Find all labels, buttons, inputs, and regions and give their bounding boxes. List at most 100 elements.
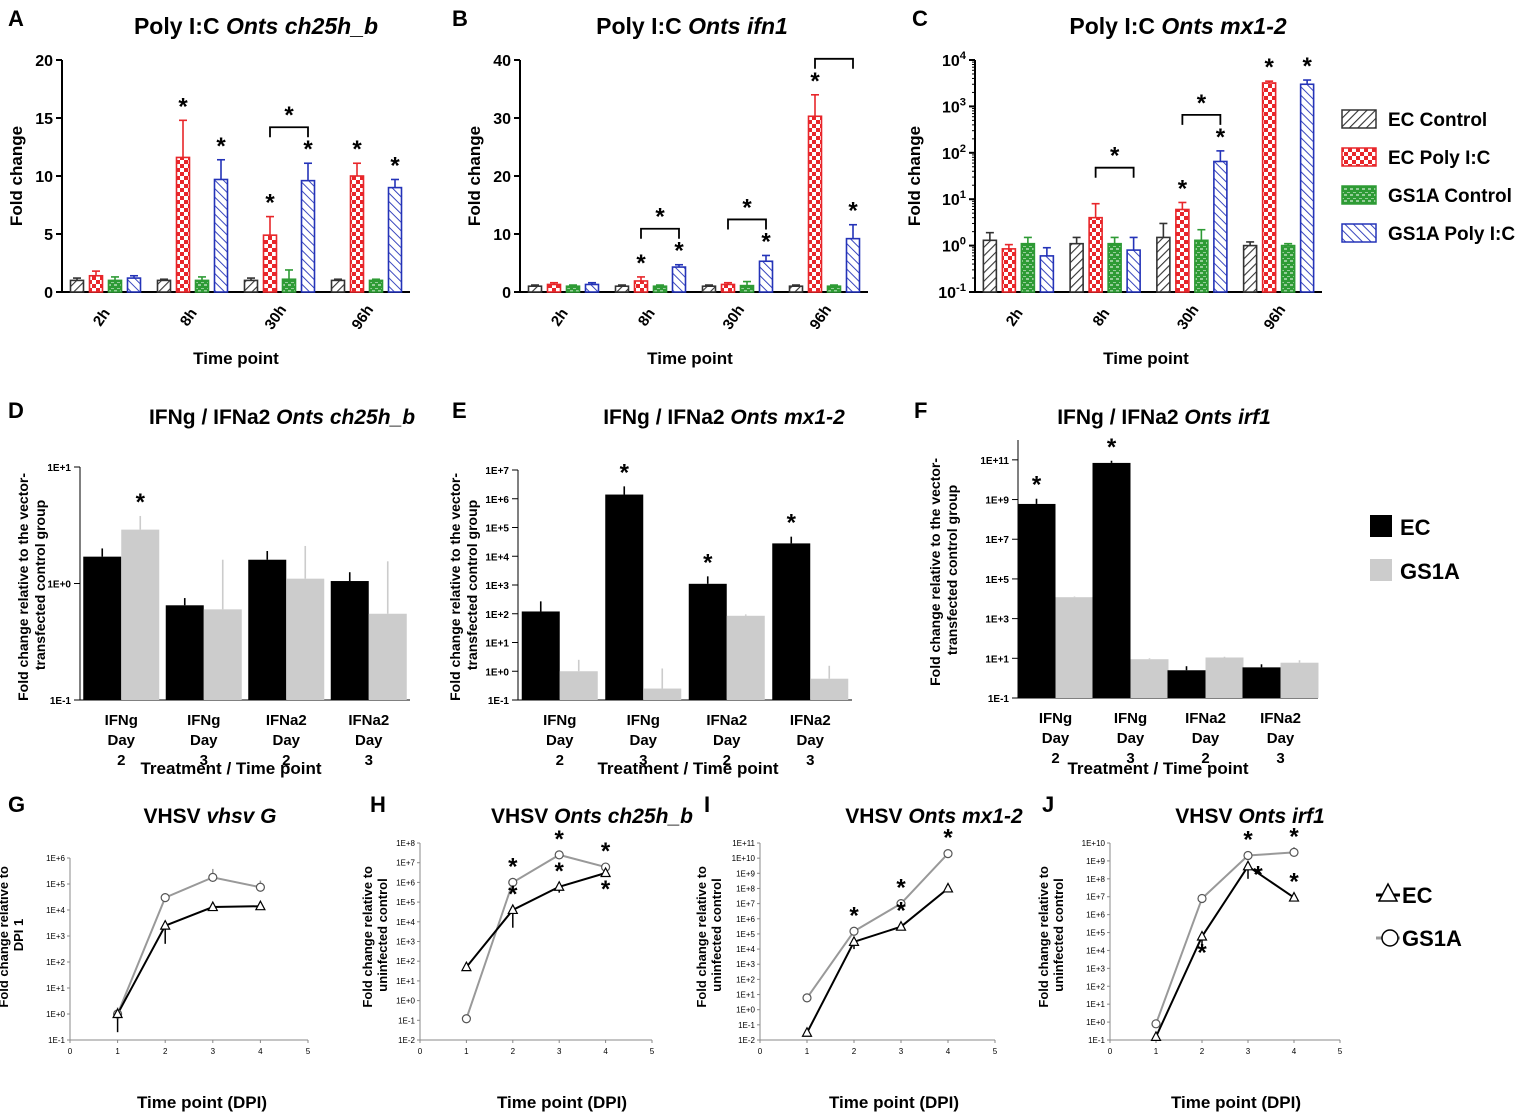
data-point (254, 899, 266, 911)
data-point (1151, 1019, 1161, 1029)
significance-star: * (1197, 940, 1207, 967)
significance-bracket (640, 227, 680, 239)
bar (1213, 160, 1228, 293)
legend-swatch (1370, 559, 1392, 581)
bar (807, 115, 823, 293)
data-point (461, 1014, 471, 1024)
y-axis-label: Fold change relative to the vector- tran… (447, 469, 480, 701)
plot-area: 1E-1 1E+0 1E+1 IFNg Day 2 IFNg Day 3 IFNa2 Day 2 IFN… (47, 463, 410, 769)
significance-star: * (848, 198, 858, 225)
x-tick-label: 2h (548, 305, 572, 329)
bar (605, 494, 644, 700)
significance-star: * (352, 136, 362, 163)
bar (349, 175, 365, 293)
y-tick-label: 1E+7 (1086, 893, 1105, 902)
panel-title: IFNg / IFNa2 Onts irf1 (1057, 406, 1271, 429)
data-point (160, 892, 170, 903)
y-tick-label: 1E+0 (47, 580, 71, 591)
bar (1039, 255, 1055, 293)
panel-title: Poly I:C Onts ifn1 (596, 13, 788, 39)
x-tick-label: 2h (90, 305, 114, 329)
panel-letter: E (452, 398, 467, 423)
y-axis-label: Fold change relative to DPI 1 (0, 862, 26, 1007)
significance-star: * (943, 825, 953, 852)
x-tick-label: 5 (1338, 1047, 1343, 1056)
significance-bracket (727, 218, 767, 230)
series-line (465, 853, 606, 1020)
x-tick-label: 96h (806, 302, 835, 333)
bar (1092, 462, 1131, 698)
series-line (806, 887, 949, 1034)
y-tick-label: 1E+1 (1086, 1000, 1105, 1009)
significance-bracket (1181, 113, 1222, 125)
data-point (255, 882, 265, 892)
x-tick-label: IFNa2 Day 2 (706, 712, 747, 769)
y-tick-label: 1E+7 (485, 466, 509, 477)
legend-entry: GS1A Control (1341, 185, 1512, 207)
y-tick-label: 10-1 (938, 282, 966, 302)
legend-label: EC Control (1388, 110, 1487, 131)
x-axis-label: Treatment / Time point (140, 759, 321, 778)
bar (726, 615, 765, 700)
legend-swatch (1341, 147, 1377, 167)
bar (1126, 249, 1141, 293)
x-tick-label: IFNa2 Day 3 (790, 712, 831, 769)
bar (546, 283, 562, 293)
bar (527, 285, 543, 293)
bar (213, 178, 229, 293)
y-tick-label: 1E+10 (732, 854, 756, 863)
data-point (460, 960, 472, 972)
data-point (159, 919, 171, 930)
bar (1242, 667, 1281, 698)
data-point (1242, 860, 1254, 871)
x-tick-label: 1 (115, 1047, 120, 1056)
y-tick-label: 1E+5 (985, 575, 1009, 586)
x-tick-label: 0 (68, 1047, 73, 1056)
bar (739, 284, 755, 293)
bar (88, 274, 104, 293)
y-tick-label: 1E+1 (485, 639, 509, 650)
bar (1242, 244, 1258, 293)
bar (1175, 208, 1190, 293)
y-tick-label: 1E+2 (736, 975, 755, 984)
y-tick-label: 104 (942, 50, 967, 70)
y-tick-label: 1E+4 (736, 945, 755, 954)
y-tick-label: 1E+2 (396, 957, 415, 966)
legend-swatch (1341, 185, 1377, 205)
significance-star: * (265, 190, 275, 217)
series-line (116, 905, 261, 1015)
data-point (802, 993, 812, 1003)
bar (982, 239, 998, 293)
triangle-marker-icon (1377, 882, 1399, 902)
panel-b: B Poly I:C Onts ifn1 Fold change Time po… (452, 6, 868, 368)
bar (121, 529, 160, 700)
x-tick-label: IFNg Day 3 (1114, 710, 1147, 767)
y-axis-label: Fold change (7, 126, 26, 226)
bar (701, 285, 717, 293)
x-tick-label: 0 (1108, 1047, 1113, 1056)
x-tick-label: 3 (557, 1047, 562, 1056)
panel-title: VHSV Onts mx1-2 (845, 805, 1023, 828)
significance-star: * (1216, 124, 1226, 151)
legend-label: EC (1400, 515, 1431, 540)
x-tick-label: IFNg Day 3 (627, 712, 660, 769)
bar (330, 581, 369, 700)
x-tick-label: 2 (511, 1047, 516, 1056)
bar (688, 583, 727, 700)
bracket-star: * (655, 204, 665, 231)
bar (1017, 503, 1056, 698)
significance-star: * (787, 510, 797, 537)
bar (1261, 82, 1277, 293)
y-tick-label: 1E+1 (985, 654, 1009, 665)
legend-entry: GS1A (1370, 559, 1460, 584)
panel-title: Poly I:C Onts mx1-2 (1069, 13, 1286, 39)
y-tick-label: 1E+6 (46, 854, 65, 863)
bar (286, 578, 325, 700)
y-tick-label: 1E+2 (1086, 982, 1105, 991)
y-tick-label: 1E+8 (1086, 875, 1105, 884)
bar (1088, 216, 1103, 293)
y-tick-label: 1E+3 (985, 615, 1009, 626)
bar (194, 279, 210, 293)
plot-area: 1E-1 1E+0 1E+1 1E+2 1E+3 1E+4 1E+5 1E+6 0 1 2 3 4 5 (46, 854, 311, 1056)
y-tick-label: 1E+3 (396, 938, 415, 947)
